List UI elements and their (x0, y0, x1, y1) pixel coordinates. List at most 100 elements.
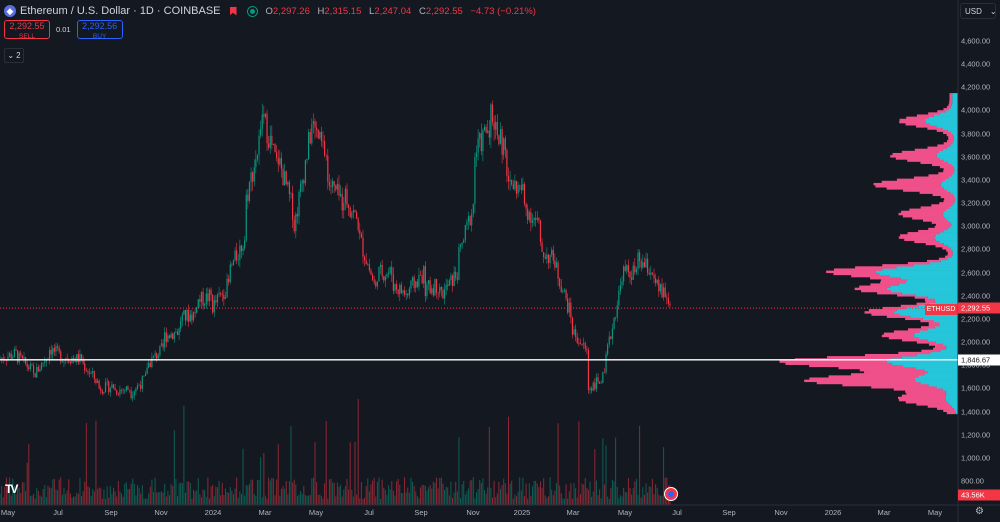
candle (589, 386, 591, 395)
vp-row-down (816, 381, 921, 385)
volume-bar (58, 479, 60, 505)
vp-row-down (826, 270, 876, 274)
volume-bar (229, 487, 231, 505)
volume-bar (292, 482, 294, 505)
vp-row-down (948, 138, 954, 141)
vp-row-up (896, 266, 958, 269)
volume-bar (173, 430, 175, 505)
volume-bar (448, 495, 450, 505)
volume-bar (140, 493, 142, 505)
vp-row-down (944, 197, 956, 201)
vp-row-up (910, 315, 958, 318)
candle (504, 135, 506, 159)
candle (507, 167, 510, 190)
volume-bar (492, 497, 494, 505)
vp-row-up (945, 396, 958, 400)
currency-select[interactable]: USD ⌄ (960, 3, 997, 19)
candle (626, 264, 628, 275)
candle (445, 278, 447, 296)
sell-button[interactable]: 2,292.55 SELL (4, 20, 50, 40)
buy-button[interactable]: 2,292.56 BUY (76, 20, 123, 40)
volume-bar (98, 487, 100, 505)
volume-bar (648, 486, 650, 505)
vp-row-down (906, 116, 929, 120)
candle (533, 217, 535, 226)
candle (603, 368, 606, 373)
time-axis-label: Jul (53, 508, 63, 517)
tradingview-logo[interactable]: TV (5, 482, 18, 496)
candle (578, 337, 580, 347)
volume-bar (52, 479, 54, 505)
candle (341, 187, 343, 219)
vp-row-down (922, 219, 948, 222)
candle (290, 192, 292, 199)
vp-row-up (946, 392, 958, 395)
candle (296, 206, 299, 224)
event-marker-icon[interactable] (664, 487, 678, 501)
candle (189, 310, 191, 323)
symbol-title[interactable]: Ethereum / U.S. Dollar · 1D · COINBASE (20, 5, 221, 17)
market-status-icon[interactable] (246, 5, 258, 17)
vp-row-up (946, 208, 958, 212)
price-axis[interactable]: 4,600.00 4,400.00 4,200.00 4,000.00 3,800.00… (958, 0, 1000, 505)
volume-bar (450, 481, 452, 505)
candle (55, 342, 57, 357)
volume-bar (287, 494, 289, 505)
candle (421, 269, 423, 285)
volume-bar (432, 481, 434, 505)
vp-row-up (945, 347, 958, 350)
volume-bar (293, 479, 295, 505)
volume-bar (175, 478, 177, 505)
vp-row-down (936, 129, 948, 132)
vp-row-down (939, 165, 954, 169)
volume-bar (186, 481, 188, 505)
candle (188, 304, 190, 327)
candle (351, 210, 353, 220)
vp-row-down (912, 217, 946, 220)
volume-bar (504, 483, 506, 505)
vp-row-down (859, 368, 925, 372)
volume-bar (583, 484, 585, 505)
candle (285, 170, 287, 185)
flag-icon[interactable] (229, 6, 237, 16)
candle (487, 120, 489, 134)
volume-bar (346, 478, 348, 505)
volume-bar (511, 480, 513, 505)
candle (466, 219, 468, 231)
vp-row-up (936, 386, 958, 389)
volume-bar (655, 484, 657, 505)
volume-bar (343, 489, 345, 505)
gear-icon[interactable]: ⚙ (975, 506, 984, 517)
vp-row-down (873, 182, 941, 186)
candle (632, 261, 634, 281)
candle (93, 370, 95, 384)
volume-bar (439, 477, 441, 505)
volume-bar (458, 437, 460, 505)
time-axis-label: 2026 (824, 508, 842, 517)
volume-bar (437, 488, 439, 505)
volume-bar (68, 479, 70, 505)
vp-row-up (919, 375, 958, 378)
volume-bar (356, 494, 358, 505)
candle (234, 247, 236, 262)
candle (88, 368, 91, 378)
vp-row-up (953, 140, 958, 143)
candle (127, 385, 129, 390)
price-axis-label: 2,800.00 (961, 244, 991, 254)
vp-row-down (914, 296, 928, 299)
vp-row-down (898, 236, 935, 239)
volume-bar (469, 480, 471, 505)
volume-bar (611, 479, 613, 505)
vp-row-up (901, 291, 958, 295)
volume-bar (335, 496, 337, 505)
volume-bar (525, 483, 527, 505)
price-axis-label: 3,400.00 (961, 175, 991, 185)
vp-row-down (932, 163, 952, 167)
vp-row-up (939, 321, 958, 325)
vp-row-up (920, 381, 958, 385)
volume-bar (536, 483, 538, 505)
indicators-toggle-button[interactable]: ⌄ 2 (4, 48, 24, 63)
volume-bar (106, 486, 108, 505)
volume-bar (589, 481, 591, 505)
